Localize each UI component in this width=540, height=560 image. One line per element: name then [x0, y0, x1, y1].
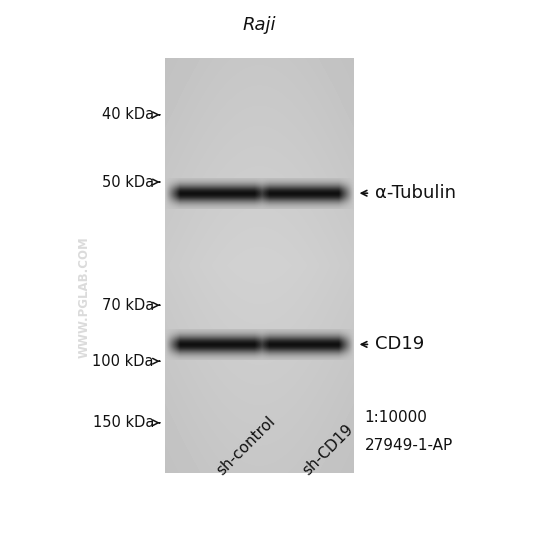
Text: 70 kDa: 70 kDa — [102, 298, 154, 312]
Text: sh-CD19: sh-CD19 — [300, 422, 356, 478]
Text: 1:10000: 1:10000 — [364, 410, 427, 424]
Text: WWW.PGLAB.COM: WWW.PGLAB.COM — [77, 236, 90, 358]
Text: 27949-1-AP: 27949-1-AP — [364, 438, 453, 452]
Text: CD19: CD19 — [375, 335, 424, 353]
Text: 150 kDa: 150 kDa — [92, 416, 154, 430]
Text: Raji: Raji — [242, 16, 276, 34]
Text: 40 kDa: 40 kDa — [102, 108, 154, 122]
Text: α-Tubulin: α-Tubulin — [375, 184, 456, 202]
Text: 50 kDa: 50 kDa — [102, 175, 154, 189]
Text: 100 kDa: 100 kDa — [92, 354, 154, 368]
Text: sh-control: sh-control — [213, 414, 278, 478]
